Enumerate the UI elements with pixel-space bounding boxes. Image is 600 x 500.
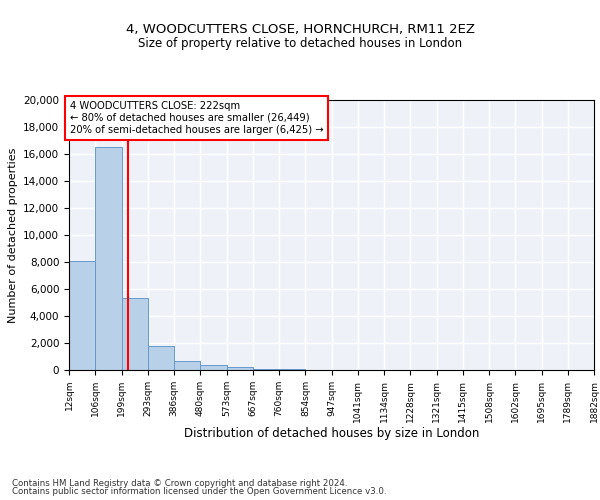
Bar	[227, 368, 253, 370]
Text: Contains HM Land Registry data © Crown copyright and database right 2024.: Contains HM Land Registry data © Crown c…	[12, 478, 347, 488]
Bar	[69, 260, 95, 370]
Bar	[121, 298, 148, 370]
X-axis label: Distribution of detached houses by size in London: Distribution of detached houses by size …	[184, 428, 479, 440]
Text: Size of property relative to detached houses in London: Size of property relative to detached ho…	[138, 38, 462, 51]
Bar	[279, 369, 305, 370]
Bar	[174, 360, 200, 370]
Bar	[253, 368, 279, 370]
Text: 4 WOODCUTTERS CLOSE: 222sqm
← 80% of detached houses are smaller (26,449)
20% of: 4 WOODCUTTERS CLOSE: 222sqm ← 80% of det…	[70, 102, 323, 134]
Bar	[95, 147, 121, 370]
Bar	[200, 366, 227, 370]
Y-axis label: Number of detached properties: Number of detached properties	[8, 148, 17, 322]
Text: Contains public sector information licensed under the Open Government Licence v3: Contains public sector information licen…	[12, 487, 386, 496]
Text: 4, WOODCUTTERS CLOSE, HORNCHURCH, RM11 2EZ: 4, WOODCUTTERS CLOSE, HORNCHURCH, RM11 2…	[125, 22, 475, 36]
Bar	[148, 346, 174, 370]
